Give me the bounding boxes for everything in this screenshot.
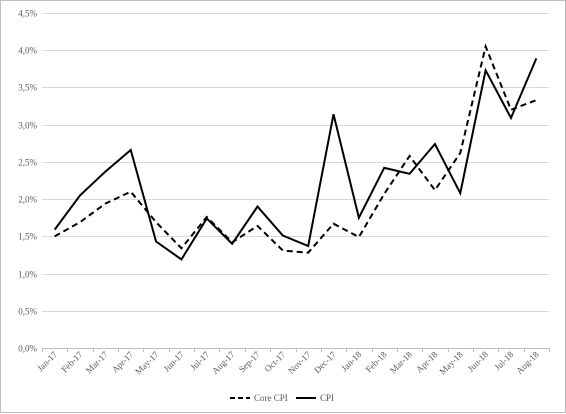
x-tick-label: Mar-18 [388, 349, 414, 375]
y-axis-tick-labels: 0,0% 0,5% 1,0% 1,5% 2,0% 2,5% 3,0% 3,5% 4,0% 4,5% [18, 9, 37, 354]
series-line-cpi [55, 58, 537, 259]
x-tick-label: Jan-17 [35, 349, 59, 373]
x-tick-label: Jan-18 [339, 349, 363, 373]
y-tick-label: 0,5% [18, 307, 37, 317]
y-tick-label: 4,0% [18, 46, 37, 56]
x-tick-label: Aug-17 [210, 349, 237, 376]
y-tick-label: 0,0% [18, 344, 37, 354]
legend: Core CPI CPI [230, 393, 334, 403]
x-tick-label: Jul-17 [188, 349, 211, 372]
x-tick-label: Apr-18 [414, 349, 440, 375]
x-tick-label: Aug-18 [514, 349, 541, 376]
x-tick-label: Dec-17 [312, 349, 338, 375]
y-tick-label: 3,5% [18, 83, 37, 93]
y-tick-label: 3,0% [18, 121, 37, 131]
x-tick-label: Apr-17 [110, 349, 136, 375]
legend-label-cpi: CPI [320, 393, 334, 403]
x-axis-ticks [43, 348, 550, 352]
series-core-cpi [55, 46, 537, 252]
y-tick-label: 2,5% [18, 158, 37, 168]
gridlines [42, 14, 549, 312]
x-tick-label: Nov-17 [286, 349, 313, 376]
x-tick-label: May-18 [437, 349, 465, 377]
series-line-core-cpi [55, 47, 537, 253]
y-tick-label: 1,5% [18, 232, 37, 242]
y-tick-label: 4,5% [18, 9, 37, 19]
x-tick-label: Feb-17 [59, 349, 84, 374]
y-tick-label: 2,0% [18, 195, 37, 205]
x-tick-label: Sep-17 [237, 349, 262, 374]
y-tick-label: 1,0% [18, 270, 37, 280]
x-tick-label: Oct-17 [262, 349, 287, 374]
x-tick-label: Feb-18 [364, 349, 389, 374]
x-tick-label: Jun-17 [161, 349, 186, 374]
series-cpi [55, 58, 537, 259]
x-tick-label: Jul-18 [492, 349, 515, 372]
legend-label-core-cpi: Core CPI [254, 393, 288, 403]
x-tick-label: Jun-18 [466, 349, 491, 374]
x-tick-label: May-17 [133, 349, 161, 377]
x-tick-label: Mar-17 [84, 349, 110, 375]
